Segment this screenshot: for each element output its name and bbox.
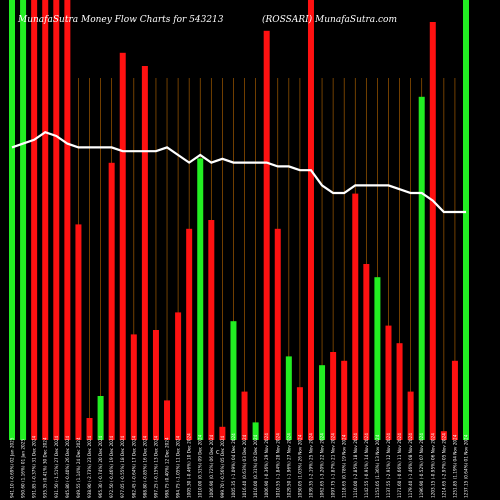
money-flow-bar (42, 0, 49, 440)
date-label: 1137.55 (-2.91%) 12 Nov 2024 (386, 433, 391, 498)
money-flow-bar (86, 418, 93, 440)
money-flow-bar (97, 396, 104, 440)
date-label: 1142.55 (-0.91%) 14 Nov 2024 (364, 433, 369, 498)
date-label: 997.25 (-0.15%) 13 Dec 2024 (153, 436, 158, 498)
money-flow-bar (352, 193, 359, 440)
money-flow-bars (9, 0, 469, 441)
money-flow-bar (64, 0, 71, 440)
money-flow-bar (429, 22, 436, 440)
money-flow-bar (119, 52, 126, 441)
date-label: 1010.00 (0.31%) 02 Dec 2024 (253, 434, 258, 498)
date-label: 1039.35 (-2.19%) 25 Nov 2024 (308, 433, 313, 498)
money-flow-bar (307, 0, 314, 440)
date-label: 1006.90 (0.72%) 06 Dec 2024 (209, 434, 214, 498)
money-flow-bar (53, 0, 60, 440)
date-label: 1097.75 (-1.87%) 21 Nov 2024 (331, 433, 336, 498)
date-label: 1005.35 (-1.09%) 04 Dec 2024 (231, 433, 236, 498)
money-flow-bar (319, 365, 326, 440)
money-flow-bar (219, 426, 226, 440)
money-flow-bar (152, 330, 159, 440)
money-flow-bar (230, 321, 237, 440)
money-flow-bar (241, 391, 248, 440)
money-flow-bar (463, 0, 469, 440)
date-label: 1214.65 (-2.97%) 05 Nov 2024 (441, 433, 446, 498)
money-flow-bar (274, 228, 281, 440)
money-flow-bar (296, 387, 303, 440)
money-flow-bar (175, 312, 182, 440)
date-label: 965.30 (-0.74%) 20 Dec 2024 (98, 436, 103, 498)
money-flow-bar (164, 400, 171, 440)
date-label: 1251.85 (1.19%) 04 Nov 2024 (452, 434, 457, 498)
date-label: 977.05 (-0.55%) 18 Dec 2024 (120, 436, 125, 498)
date-label: 931.85 (-0.37%) 31 Dec 2024 (32, 436, 37, 498)
date-label: 1118.65 (0.78%) 19 Nov 2024 (342, 434, 347, 498)
chart-subtitle: (ROSSARI) MunafaSutra.com (262, 14, 397, 25)
chart-title: MunafaSutra Money Flow Charts for 543213 (17, 15, 224, 25)
money-flow-bar (208, 220, 215, 440)
date-label: 938.90 (-2.73%) 23 Dec 2024 (87, 436, 92, 498)
money-flow-line (11, 130, 466, 214)
date-label: 941.10 (-0.69%) 02 Jan 2025 (10, 437, 15, 498)
date-label: 1029.50 (-1.96%) 27 Nov 2024 (286, 433, 291, 498)
date-label: 1196.90 (-0.52%) 07 Nov 2024 (419, 433, 424, 498)
money-flow-bar (363, 264, 370, 440)
money-flow-bar (108, 162, 115, 441)
money-flow-bar (396, 343, 403, 440)
money-flow-bar (407, 391, 414, 440)
date-label: 1171.60 (-0.66%) 11 Nov 2024 (397, 433, 402, 498)
date-label: 1006.90 (-0.36%) 29 Nov 2024 (264, 433, 269, 498)
money-flow-bar (341, 360, 348, 440)
date-label: 1203.15 (-0.95%) 06 Nov 2024 (430, 433, 435, 498)
money-flow-bar (31, 0, 38, 440)
date-label: 972.50 (-0.46%) 19 Dec 2024 (109, 436, 114, 498)
money-flow-bar (186, 228, 193, 440)
date-label: 1179.40 (-1.46%) 08 Nov 2024 (408, 433, 413, 498)
money-flow-bar (263, 30, 270, 441)
money-flow-bar (440, 431, 447, 440)
money-flow-bar (252, 422, 259, 440)
date-label: 931.50 (-1.51%) 27 Dec 2024 (54, 436, 59, 498)
date-label: 1016.40 (0.63%) 03 Dec 2024 (242, 434, 247, 498)
date-label: 949.55 (1.14%) 24 Dec 2024 (76, 437, 81, 498)
date-label: 982.45 (-0.64%) 17 Dec 2024 (131, 436, 136, 498)
date-label: 998.75 (0.40%) 12 Dec 2024 (165, 437, 170, 498)
date-label: 1062.65 (-3.20%) 22 Nov 2024 (320, 433, 325, 498)
money-flow-bar (451, 360, 458, 440)
money-flow-bar (75, 224, 82, 440)
date-label: 1237.15 (0.64%) 01 Nov 2024 (464, 434, 469, 498)
axis-marker: C (216, 450, 220, 456)
money-flow-bar (418, 96, 425, 441)
money-flow-bar (20, 0, 27, 440)
date-label: 945.80 (-0.40%) 26 Dec 2024 (65, 436, 70, 498)
date-label: 999.70 (-0.56%) 05 Dec 2024 (220, 436, 225, 498)
date-label: 950.60 (1.16%) 01 Jan 2025 (21, 439, 26, 498)
money-flow-bar (330, 352, 337, 440)
date-label: 935.35 (0.41%) 30 Dec 2024 (43, 437, 48, 498)
date-labels: 941.10 (-0.69%) 02 Jan 2025 950.60 (1.16%… (10, 433, 469, 498)
date-label: 994.75 (-1.05%) 11 Dec 2024 (176, 436, 181, 498)
date-label: 1050.05 (1.03%) 26 Nov 2024 (297, 434, 302, 498)
date-label: 1010.00 (0.31%) 09 Dec 2024 (198, 434, 203, 498)
money-flow-bar (130, 334, 137, 440)
money-flow-bar (374, 277, 381, 440)
date-label: 1010.55 (-1.84%) 28 Nov 2024 (275, 433, 280, 498)
money-flow-bar (197, 158, 204, 440)
date-label: 1153.05 (1.36%) 13 Nov 2024 (375, 434, 380, 498)
money-flow-bar (285, 356, 292, 440)
money-flow-bar (9, 0, 15, 440)
date-label: 1110.00 (-2.85%) 18 Nov 2024 (353, 433, 358, 498)
money-flow-bar (385, 325, 392, 440)
date-label: 1005.30 (-0.46%) 10 Dec 2024 (187, 433, 192, 498)
date-label: 988.80 (-0.85%) 16 Dec 2024 (142, 436, 147, 498)
money-flow-bar (141, 66, 148, 440)
